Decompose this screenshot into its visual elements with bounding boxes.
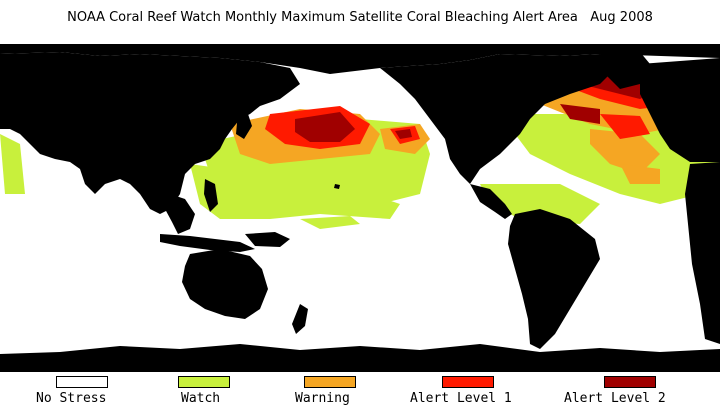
africa-east: [685, 162, 720, 344]
map-title: NOAA Coral Reef Watch Monthly Maximum Sa…: [67, 10, 653, 25]
alert-area-map: [0, 44, 720, 372]
madagascar: [703, 274, 712, 299]
europe: [640, 58, 720, 162]
legend-swatch: [604, 376, 656, 388]
australia: [182, 249, 268, 319]
land-masses: [0, 44, 720, 372]
legend-swatch: [56, 376, 108, 388]
legend-label: Alert Level 2: [564, 391, 666, 406]
indonesia: [160, 234, 255, 252]
legend-label: Alert Level 1: [410, 391, 512, 406]
north-america: [380, 54, 620, 184]
new-zealand: [292, 304, 308, 334]
central-america: [470, 184, 512, 219]
legend-item-warning: Warning: [295, 376, 395, 411]
legend-item-alert-level-1: Alert Level 1: [410, 376, 540, 411]
philippines: [204, 179, 218, 212]
japan: [236, 112, 252, 139]
legend-label: Watch: [181, 391, 221, 406]
legend-swatch: [178, 376, 230, 388]
new-guinea: [245, 232, 290, 247]
greenland: [600, 52, 650, 89]
legend-swatch: [304, 376, 356, 388]
arctic-land: [0, 44, 720, 74]
south-america: [508, 209, 600, 349]
legend-item-no-stress: No Stress: [36, 376, 146, 411]
legend-swatch: [442, 376, 494, 388]
eurasia: [0, 52, 300, 214]
antarctica: [0, 344, 720, 372]
legend-label: Warning: [295, 391, 350, 406]
legend-label: No Stress: [36, 391, 107, 406]
hawaii: [334, 184, 340, 189]
southeast-asia: [165, 194, 195, 234]
legend-item-alert-level-2: Alert Level 2: [564, 376, 714, 411]
legend-item-watch: Watch: [178, 376, 278, 411]
